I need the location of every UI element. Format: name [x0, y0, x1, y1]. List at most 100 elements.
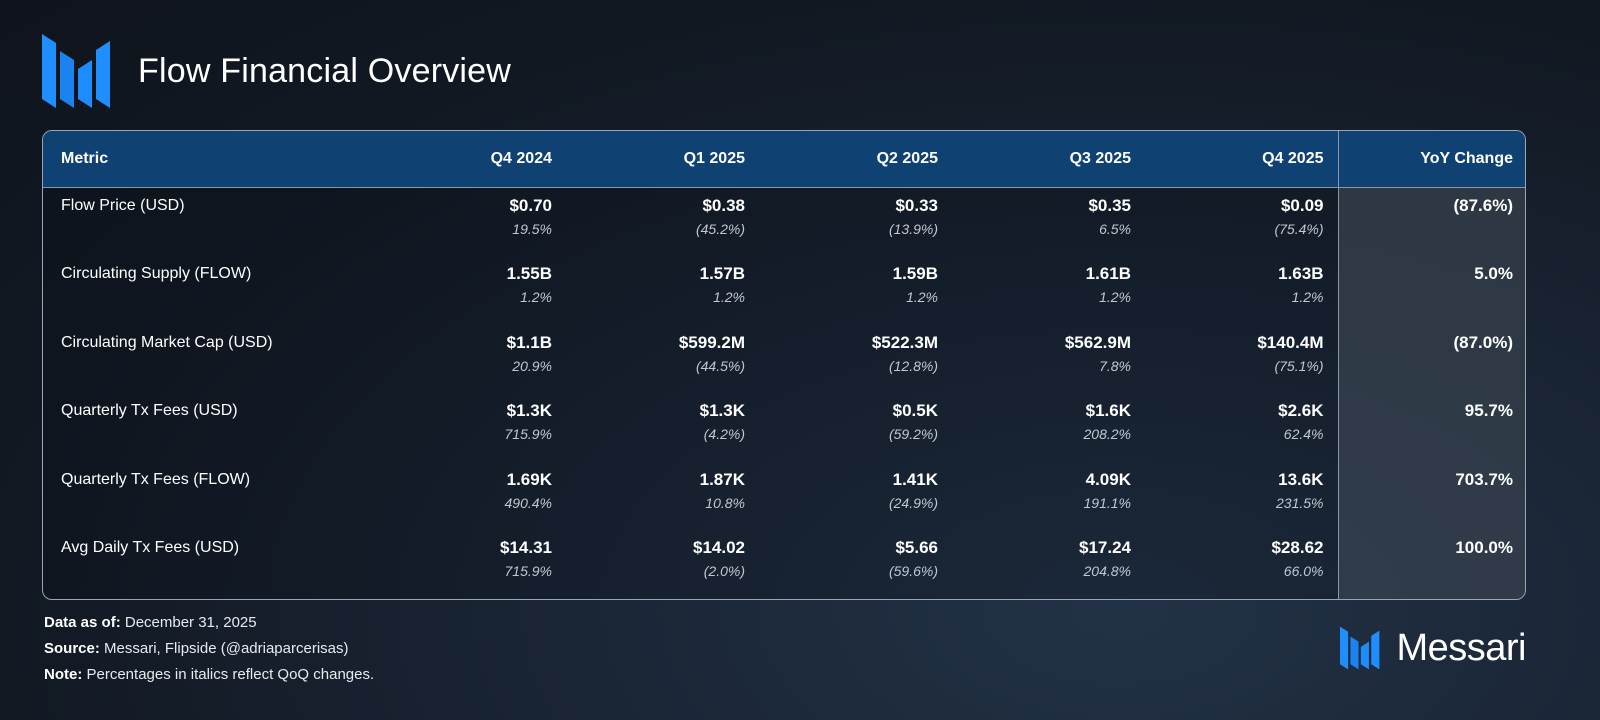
- cell-value: $0.35: [1088, 195, 1131, 215]
- column-header-q1-2025: Q1 2025: [566, 131, 759, 188]
- cell-qoq-change: 231.5%: [1276, 494, 1324, 511]
- cell-value: $17.24: [1079, 538, 1131, 558]
- table-cell: $522.3M (12.8%): [759, 325, 952, 394]
- cell-qoq-change: (45.2%): [695, 220, 745, 237]
- yoy-value: 703.7%: [1455, 469, 1513, 489]
- metric-label: Circulating Supply (FLOW): [61, 265, 252, 283]
- note-value: Percentages in italics reflect QoQ chang…: [86, 666, 375, 683]
- cell-value: $599.2M: [678, 332, 745, 352]
- cell-qoq-change: (59.6%): [888, 563, 938, 580]
- cell-qoq-change: 7.8%: [1099, 357, 1131, 374]
- cell-qoq-change: (44.5%): [695, 357, 745, 374]
- table-row: Circulating Supply (FLOW) 1.55B 1.2% 1.57…: [43, 256, 1525, 325]
- messari-brand-logo-icon: [1340, 626, 1380, 670]
- yoy-cell: (87.0%): [1337, 324, 1525, 394]
- cell-qoq-change: 6.5%: [1099, 220, 1131, 237]
- column-header-yoy-change: YoY Change: [1337, 131, 1525, 188]
- yoy-value: 95.7%: [1464, 401, 1513, 421]
- cell-qoq-change: 1.2%: [906, 289, 938, 306]
- column-header-q2-2025: Q2 2025: [759, 131, 952, 188]
- messari-brand: Messari: [1340, 626, 1526, 670]
- financial-table: Metric Q4 2024 Q1 2025 Q2 2025 Q3 2025 Q…: [42, 130, 1526, 600]
- yoy-value: 100.0%: [1455, 538, 1513, 558]
- yoy-cell: 100.0%: [1337, 530, 1525, 599]
- table-cell: $1.3K 715.9%: [373, 393, 566, 462]
- cell-value: $522.3M: [871, 332, 938, 352]
- cell-qoq-change: 208.2%: [1083, 426, 1131, 443]
- cell-value: $1.6K: [1085, 401, 1131, 421]
- cell-qoq-change: 1.2%: [1291, 289, 1324, 306]
- cell-qoq-change: 715.9%: [504, 426, 552, 443]
- metric-label: Quarterly Tx Fees (FLOW): [61, 470, 251, 488]
- data-as-of-line: Data as of: December 31, 2025: [44, 610, 374, 636]
- cell-value: $0.38: [702, 195, 745, 215]
- cell-qoq-change: 715.9%: [504, 563, 552, 580]
- cell-value: $1.1B: [506, 332, 552, 352]
- cell-qoq-change: (2.0%): [703, 563, 745, 580]
- table-header-row: Metric Q4 2024 Q1 2025 Q2 2025 Q3 2025 Q…: [43, 131, 1525, 188]
- cell-qoq-change: (13.9%): [888, 220, 938, 237]
- yoy-value: (87.6%): [1453, 195, 1513, 215]
- cell-qoq-change: 1.2%: [713, 289, 745, 306]
- table-cell: $1.6K 208.2%: [952, 393, 1145, 462]
- cell-qoq-change: 62.4%: [1283, 426, 1324, 443]
- page-title: Flow Financial Overview: [138, 51, 512, 90]
- column-header-metric: Metric: [43, 131, 373, 188]
- data-as-of-label: Data as of:: [44, 614, 121, 631]
- cell-value: $5.66: [895, 538, 938, 558]
- cell-value: 1.57B: [699, 264, 745, 284]
- metric-label: Quarterly Tx Fees (USD): [61, 402, 238, 420]
- table-cell: $5.66 (59.6%): [759, 530, 952, 599]
- metric-label: Flow Price (USD): [61, 196, 185, 214]
- table-cell: 4.09K 191.1%: [952, 462, 1145, 531]
- cell-value: $0.5K: [892, 401, 938, 421]
- cell-value: 1.63B: [1278, 264, 1324, 284]
- yoy-cell: (87.6%): [1337, 187, 1525, 257]
- cell-value: 1.55B: [506, 264, 552, 284]
- metric-label: Avg Daily Tx Fees (USD): [61, 539, 240, 557]
- table-cell: $562.9M 7.8%: [952, 325, 1145, 394]
- cell-qoq-change: 66.0%: [1283, 563, 1324, 580]
- cell-value: $1.3K: [506, 401, 552, 421]
- table-cell: 1.61B 1.2%: [952, 256, 1145, 325]
- cell-qoq-change: 490.4%: [504, 494, 552, 511]
- table-cell: $28.62 66.0%: [1145, 530, 1338, 599]
- cell-qoq-change: (75.4%): [1274, 220, 1324, 237]
- cell-value: 1.41K: [892, 469, 938, 489]
- source-line: Source: Messari, Flipside (@adriaparceri…: [44, 636, 374, 662]
- cell-value: 4.09K: [1085, 469, 1131, 489]
- yoy-value: (87.0%): [1453, 332, 1513, 352]
- yoy-cell: 95.7%: [1337, 393, 1525, 462]
- table-cell: $1.3K (4.2%): [566, 393, 759, 462]
- table-cell: $17.24 204.8%: [952, 530, 1145, 599]
- cell-value: 13.6K: [1278, 469, 1324, 489]
- table-cell: 1.87K 10.8%: [566, 462, 759, 531]
- cell-qoq-change: 1.2%: [1099, 289, 1131, 306]
- yoy-value: 5.0%: [1474, 264, 1513, 284]
- cell-value: 1.87K: [699, 469, 745, 489]
- table-cell: 1.55B 1.2%: [373, 256, 566, 325]
- cell-qoq-change: 19.5%: [512, 220, 552, 237]
- table-cell: $599.2M (44.5%): [566, 325, 759, 394]
- note-label: Note:: [44, 666, 83, 683]
- table-cell: 1.63B 1.2%: [1145, 256, 1338, 325]
- table-cell: $0.33 (13.9%): [759, 187, 952, 256]
- cell-qoq-change: 204.8%: [1083, 563, 1131, 580]
- cell-qoq-change: 20.9%: [512, 357, 552, 374]
- cell-value: $1.3K: [699, 401, 745, 421]
- source-label: Source:: [44, 640, 100, 657]
- data-as-of-value: December 31, 2025: [124, 614, 257, 631]
- table-cell: $0.5K (59.2%): [759, 393, 952, 462]
- metric-label: Circulating Market Cap (USD): [61, 333, 273, 351]
- cell-qoq-change: 191.1%: [1083, 494, 1131, 511]
- yoy-cell: 5.0%: [1337, 256, 1525, 325]
- table-row: Quarterly Tx Fees (USD) $1.3K 715.9% $1.3…: [43, 393, 1525, 462]
- table-cell: $14.31 715.9%: [373, 530, 566, 599]
- column-header-q3-2025: Q3 2025: [952, 131, 1145, 188]
- table-cell: $0.09 (75.4%): [1145, 187, 1338, 256]
- cell-qoq-change: 10.8%: [705, 494, 745, 511]
- table-row: Quarterly Tx Fees (FLOW) 1.69K 490.4% 1.8…: [43, 461, 1525, 531]
- cell-qoq-change: 1.2%: [520, 289, 552, 306]
- cell-qoq-change: (4.2%): [703, 426, 745, 443]
- table-cell: $140.4M (75.1%): [1145, 325, 1338, 394]
